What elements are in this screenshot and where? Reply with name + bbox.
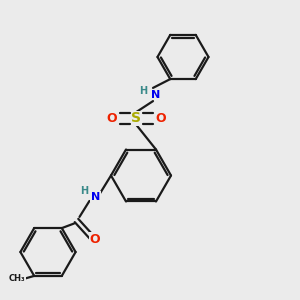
- Text: O: O: [89, 233, 100, 246]
- Text: N: N: [151, 89, 160, 100]
- Text: O: O: [156, 112, 167, 125]
- Text: N: N: [91, 191, 100, 202]
- Text: H: H: [139, 86, 148, 96]
- Text: H: H: [80, 186, 88, 196]
- Text: CH₃: CH₃: [9, 274, 26, 284]
- Text: S: S: [131, 112, 142, 125]
- Text: O: O: [106, 112, 117, 125]
